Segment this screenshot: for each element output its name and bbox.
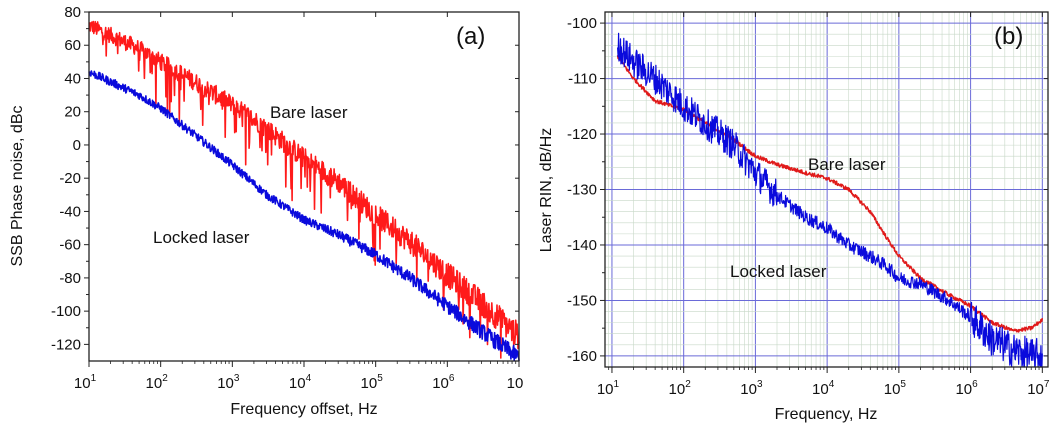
y-tick-label: 20	[64, 104, 81, 121]
grid-b	[604, 11, 1048, 368]
y-axis-label-b: Laser RIN, dB/Hz	[538, 128, 555, 252]
x-tick-label: 103	[217, 373, 240, 392]
x-tick-label: 107	[1027, 379, 1050, 398]
y-tick-label: 40	[64, 70, 81, 87]
y-ticks-a: 80 60 40 20 0 -20 -40 -60 -80 -100 -120	[51, 4, 519, 353]
y-tick-label: 0	[73, 137, 81, 154]
y-tick-label: 80	[64, 4, 81, 21]
x-tick-label: 106	[955, 379, 978, 398]
x-tick-label: 103	[740, 379, 763, 398]
annotation-locked-laser-b: Locked laser	[730, 262, 827, 281]
chart-b: -100-110-120-130-140-150-160 101 102 103 10…	[538, 11, 1050, 423]
x-tick-label: 104	[812, 379, 835, 398]
y-tick-label: -60	[59, 237, 81, 254]
annotation-bare-laser-b: Bare laser	[808, 155, 886, 174]
x-tick-label: 106	[432, 373, 455, 392]
series-line-locked-laser	[617, 32, 1043, 368]
y-tick-label: -100	[51, 303, 81, 320]
y-tick-label: -110	[568, 71, 597, 88]
y-ticks-b: -100 -110 -120 -130 -140 -150 -160	[567, 15, 1048, 365]
y-tick-label: -100	[567, 15, 597, 32]
y-tick-label: -40	[59, 203, 81, 220]
x-tick-label: 101	[597, 379, 620, 398]
y-axis-label-a: SSB Phase noise, dBc	[9, 106, 26, 267]
panel-label-a: (a)	[456, 23, 485, 50]
plot-area-b	[616, 32, 1044, 368]
y-tick-label: -120	[567, 126, 597, 143]
series-line-bare-laser	[88, 20, 520, 359]
y-tick-label: -80	[59, 270, 81, 287]
x-tick-label: 105	[884, 379, 907, 398]
y-tick-label: -130	[567, 182, 597, 199]
x-axis-label-b: Frequency, Hz	[775, 406, 878, 423]
x-axis-label-a: Frequency offset, Hz	[230, 401, 377, 418]
x-ticks-a: 101 102 103 104 105 106 10	[74, 12, 523, 392]
annotation-locked-laser-a: Locked laser	[153, 228, 250, 247]
x-tick-label: 105	[361, 373, 384, 392]
annotation-bare-laser-a: Bare laser	[270, 103, 348, 122]
y-tick-label: 60	[64, 37, 81, 54]
x-tick-label: 102	[669, 379, 692, 398]
x-ticks-b: 101 102 103 104 105 106 107	[597, 12, 1050, 398]
panel-label-b: (b)	[994, 23, 1023, 50]
plot-area-a	[88, 20, 520, 362]
series-line-locked-laser	[88, 70, 520, 362]
y-tick-label: -140	[567, 237, 597, 254]
x-tick-label: 104	[289, 373, 312, 392]
y-tick-label: -150	[567, 292, 597, 309]
x-tick-label: 10	[507, 375, 524, 392]
x-tick-label: 102	[146, 373, 169, 392]
x-tick-label: 101	[74, 373, 97, 392]
y-tick-label: -20	[59, 170, 81, 187]
y-tick-label: -120	[51, 336, 81, 353]
y-tick-label: -160	[567, 348, 597, 365]
